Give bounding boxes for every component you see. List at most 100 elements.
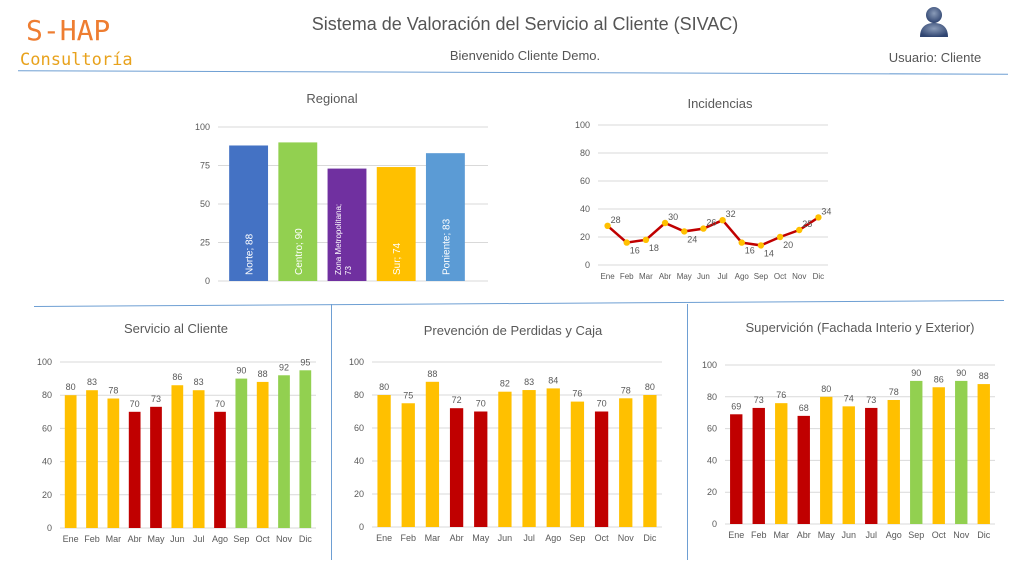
data-label: 80 — [66, 382, 76, 392]
bar-may — [474, 411, 488, 527]
data-label: 16 — [630, 246, 640, 256]
servicio-chart: 0 20 40 60 80 100 80 Ene 83 Feb 78 Mar 70 Abr 73 May 86 J… — [37, 357, 316, 544]
y-tick-label: 60 — [42, 423, 52, 433]
data-label: 16 — [745, 246, 755, 256]
bar-jul — [192, 390, 205, 528]
middle-divider — [34, 300, 1004, 307]
bar-nov — [278, 375, 290, 528]
data-label: 74 — [844, 393, 854, 403]
data-label: 32 — [726, 209, 736, 219]
company-logo: S-HAP Consultoría — [18, 10, 133, 70]
x-tick-label: Ene — [728, 530, 744, 540]
data-label: 95 — [300, 357, 310, 367]
x-tick-label: Mar — [774, 530, 790, 540]
data-label: 90 — [956, 368, 966, 378]
data-point — [700, 225, 707, 232]
bar-may — [820, 396, 833, 524]
x-tick-label: Ago — [735, 272, 750, 281]
bar-dic — [977, 384, 990, 524]
data-label: 78 — [108, 386, 118, 396]
data-label: 80 — [821, 384, 831, 394]
x-tick-label: Ene — [376, 533, 392, 543]
bar-data-label: Sur; 74 — [392, 242, 403, 275]
data-label: 88 — [979, 371, 989, 381]
prevencion-chart: 0 20 40 60 80 100 80 Ene 75 Feb 88 Mar 72 Abr 70 May 82 J… — [349, 357, 662, 543]
data-label: 73 — [866, 395, 876, 405]
y-tick-label: 0 — [205, 276, 210, 286]
bar-nov — [619, 398, 633, 527]
bar-feb — [86, 390, 98, 528]
x-tick-label: Ago — [886, 530, 902, 540]
data-label: 90 — [236, 366, 246, 376]
y-tick-label: 100 — [702, 360, 717, 370]
y-tick-label: 20 — [42, 490, 52, 500]
bar-label-group: Poniente; 83 — [441, 218, 452, 275]
panel-divider-left — [331, 304, 332, 560]
data-label: 34 — [821, 206, 831, 216]
bar-label-group: Norte; 88 — [245, 233, 256, 275]
bar-sur — [376, 167, 416, 281]
bar-centro — [278, 142, 318, 281]
y-tick-label: 100 — [37, 357, 52, 367]
data-label: 92 — [279, 362, 289, 372]
x-tick-label: Mar — [106, 534, 122, 544]
x-tick-label: Abr — [797, 530, 811, 540]
panel-divider-right — [687, 304, 688, 560]
bar-abr — [128, 411, 141, 528]
bar-ago — [214, 411, 226, 528]
data-point — [776, 233, 784, 241]
x-tick-label: Abr — [450, 533, 464, 543]
data-point — [719, 217, 726, 224]
x-tick-label: Jun — [498, 533, 513, 543]
data-label: 83 — [524, 377, 534, 387]
data-label: 18 — [649, 243, 659, 253]
data-label: 70 — [476, 399, 486, 409]
x-tick-label: Nov — [618, 533, 635, 543]
data-point — [604, 222, 611, 229]
logo-main-text: S-HAP — [26, 14, 111, 47]
data-point — [738, 239, 745, 246]
bar-sep — [235, 378, 248, 528]
data-label: 78 — [621, 385, 631, 395]
y-tick-label: 50 — [200, 199, 210, 209]
data-label: 72 — [452, 395, 462, 405]
x-tick-label: Feb — [84, 534, 100, 544]
x-tick-label: Feb — [751, 530, 767, 540]
bar-abr — [797, 415, 810, 524]
data-label: 68 — [799, 403, 809, 413]
x-tick-label: Dic — [299, 534, 312, 544]
bar-jun — [171, 385, 184, 528]
x-tick-label: Ago — [545, 533, 561, 543]
data-label: 20 — [783, 240, 793, 250]
x-tick-label: Jun — [697, 272, 710, 281]
x-tick-label: Ene — [63, 534, 79, 544]
bar-jul — [522, 390, 536, 527]
y-tick-label: 80 — [42, 390, 52, 400]
user-avatar-icon[interactable] — [918, 4, 950, 38]
bar-dic — [643, 395, 657, 527]
x-tick-label: Feb — [620, 272, 634, 281]
y-tick-label: 60 — [354, 423, 364, 433]
x-tick-label: Abr — [128, 534, 142, 544]
bar-label-group: Zona Metropolitana; 73 — [334, 204, 353, 275]
header-divider — [18, 70, 1008, 75]
chart-title-incidencias: Incidencias — [687, 96, 753, 111]
x-tick-label: May — [147, 534, 165, 544]
y-tick-label: 0 — [585, 260, 590, 270]
bar-mar — [425, 381, 440, 527]
bar-norte — [229, 145, 269, 281]
data-label: 70 — [597, 399, 607, 409]
bar-feb — [401, 403, 415, 527]
x-tick-label: Dic — [643, 533, 656, 543]
data-label: 30 — [668, 212, 678, 222]
y-tick-label: 20 — [354, 489, 364, 499]
data-label: 14 — [764, 248, 774, 258]
x-tick-label: Jul — [193, 534, 205, 544]
chart-title-regional: Regional — [306, 91, 358, 106]
x-tick-label: Jul — [865, 530, 877, 540]
x-tick-label: Sep — [233, 534, 249, 544]
x-tick-label: Nov — [953, 530, 970, 540]
x-tick-label: May — [818, 530, 836, 540]
x-tick-label: Feb — [400, 533, 416, 543]
data-label: 88 — [427, 369, 437, 379]
